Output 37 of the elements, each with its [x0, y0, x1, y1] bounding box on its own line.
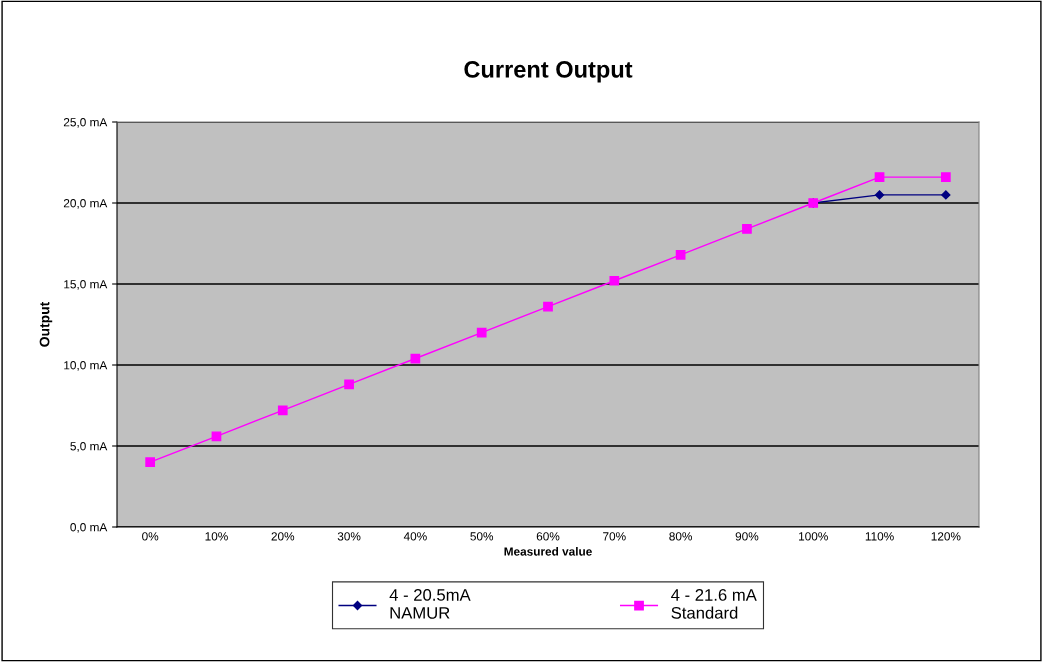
- chart-title: Current Output: [464, 61, 633, 83]
- point: [476, 327, 487, 338]
- x-axis-title: Measured value: [504, 547, 592, 556]
- x-tick-label: 30%: [337, 532, 361, 541]
- x-tick-label: 0%: [142, 532, 159, 541]
- point: [941, 190, 951, 200]
- point: [543, 301, 553, 312]
- y-tick-label: 5,0 mA: [70, 442, 108, 452]
- x-tick-label: 60%: [536, 532, 560, 541]
- legend-label: 4 - 20.5mA NAMUR: [389, 589, 471, 619]
- y-tick-label: 0,0 mA: [70, 523, 108, 533]
- point: [874, 172, 885, 182]
- x-tick-label: 70%: [603, 532, 626, 541]
- y-tick-label: 25,0 mA: [63, 118, 108, 128]
- x-tick-label: 90%: [735, 532, 759, 541]
- point: [675, 249, 686, 260]
- x-tick-label: 50%: [470, 532, 494, 541]
- y-axis-title: Output: [39, 301, 53, 347]
- y-tick-label: 20,0 mA: [63, 199, 108, 209]
- point: [344, 379, 354, 390]
- point: [211, 431, 222, 442]
- point: [145, 457, 156, 468]
- x-tick-label: 80%: [669, 532, 693, 541]
- point: [609, 275, 620, 286]
- x-tick-label: 100%: [799, 532, 828, 541]
- y-tick-label: 10,0 mA: [64, 361, 108, 371]
- x-tick-label: 40%: [403, 532, 427, 541]
- point: [940, 172, 951, 182]
- x-tick-label: 110%: [865, 532, 894, 541]
- point: [742, 224, 752, 234]
- point: [277, 405, 288, 416]
- y-tick-label: 15,0 mA: [64, 280, 108, 290]
- legend-label: 4 - 21.6 mA Standard: [671, 589, 757, 619]
- x-tick-label: 120%: [931, 532, 961, 541]
- point: [874, 190, 885, 200]
- x-tick-label: 20%: [271, 532, 295, 541]
- x-tick-label: 10%: [205, 532, 228, 541]
